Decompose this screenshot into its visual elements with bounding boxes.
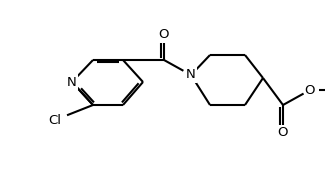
Text: N: N — [186, 68, 196, 81]
Text: O: O — [159, 29, 169, 42]
Text: O: O — [278, 127, 288, 140]
Text: Cl: Cl — [48, 114, 61, 127]
Text: N: N — [67, 76, 77, 89]
Text: O: O — [305, 83, 315, 96]
